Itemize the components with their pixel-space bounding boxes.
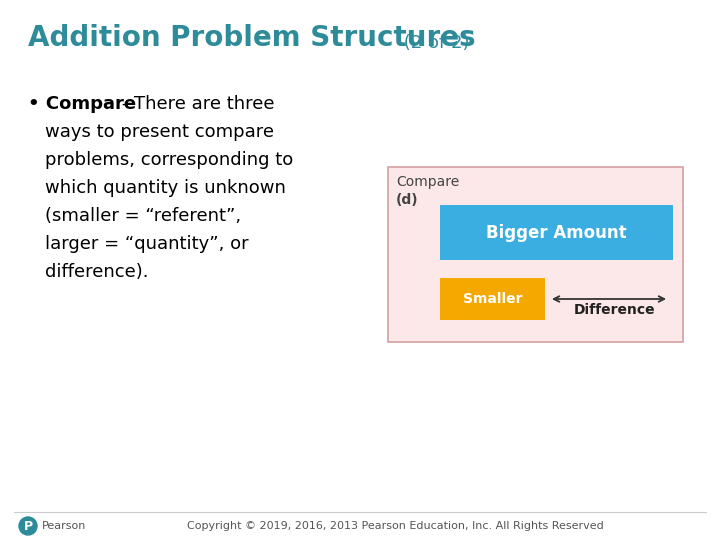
Text: ways to present compare: ways to present compare: [45, 123, 274, 141]
Text: Addition Problem Structures: Addition Problem Structures: [28, 24, 476, 52]
Text: which quantity is unknown: which quantity is unknown: [45, 179, 286, 197]
Text: problems, corresponding to: problems, corresponding to: [45, 151, 293, 169]
Text: (2 of 2): (2 of 2): [398, 34, 469, 52]
Text: Pearson: Pearson: [42, 521, 86, 531]
FancyBboxPatch shape: [388, 167, 683, 342]
Text: Smaller: Smaller: [463, 292, 522, 306]
Text: Difference: Difference: [574, 303, 656, 317]
Text: P: P: [24, 519, 32, 532]
Text: larger = “quantity”, or: larger = “quantity”, or: [45, 235, 248, 253]
Text: Copyright © 2019, 2016, 2013 Pearson Education, Inc. All Rights Reserved: Copyright © 2019, 2016, 2013 Pearson Edu…: [186, 521, 603, 531]
Text: - There are three: - There are three: [116, 95, 274, 113]
Text: • Compare: • Compare: [28, 95, 136, 113]
Text: (d): (d): [396, 193, 418, 207]
FancyBboxPatch shape: [440, 278, 545, 320]
Text: difference).: difference).: [45, 263, 148, 281]
Text: Bigger Amount: Bigger Amount: [486, 224, 627, 241]
Text: Compare: Compare: [396, 175, 459, 189]
Circle shape: [19, 517, 37, 535]
FancyBboxPatch shape: [440, 205, 673, 260]
Text: (smaller = “referent”,: (smaller = “referent”,: [45, 207, 241, 225]
